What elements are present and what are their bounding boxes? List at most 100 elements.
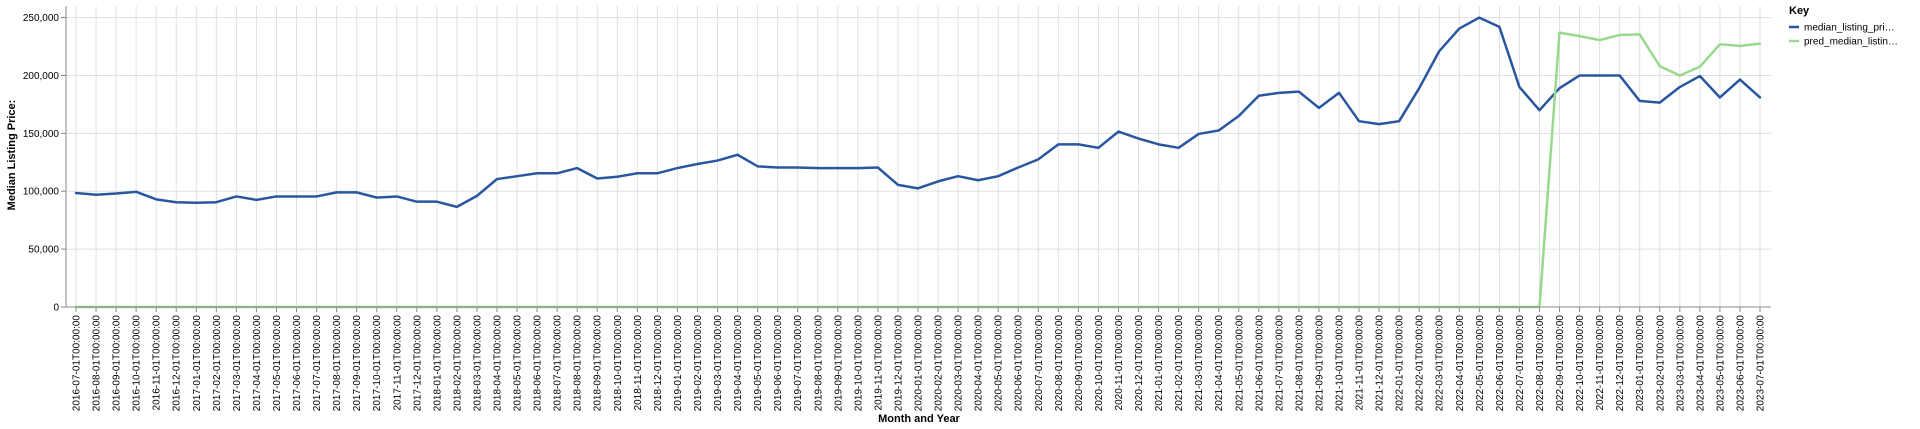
y-tick-label: 250,000 [23,13,60,24]
x-tick-label: 2018-06-01T00:00:00 [533,315,544,412]
x-tick-label: 2022-10-01T00:00:00 [1575,315,1586,412]
x-tick-label: 2022-07-01T00:00:00 [1515,315,1526,412]
x-tick-label: 2022-12-01T00:00:00 [1615,315,1626,412]
x-tick-label: 2022-03-01T00:00:00 [1435,315,1446,412]
y-tick-label: 200,000 [23,71,60,82]
x-tick-label: 2017-03-01T00:00:00 [232,315,243,412]
x-tick-label: 2019-07-01T00:00:00 [793,315,804,412]
x-tick-label: 2020-12-01T00:00:00 [1134,315,1145,412]
x-axis-title: Month and Year [878,413,960,425]
x-tick-label: 2018-05-01T00:00:00 [513,315,524,412]
y-axis-title: Median Listing Price: [6,100,18,211]
legend: Key median_listing_pri… pred_median_listi… [1789,5,1898,48]
x-tick-label: 2023-01-01T00:00:00 [1635,315,1646,412]
x-tick-label: 2023-07-01T00:00:00 [1756,315,1767,412]
x-tick-label: 2023-03-01T00:00:00 [1675,315,1686,412]
x-tick-label: 2021-05-01T00:00:00 [1234,315,1245,412]
y-tick-label: 50,000 [28,245,59,256]
x-tick-label: 2020-01-01T00:00:00 [914,315,925,412]
x-tick-label: 2020-07-01T00:00:00 [1034,315,1045,412]
y-tick-label: 150,000 [23,129,60,140]
x-tick-label: 2020-04-01T00:00:00 [974,315,985,412]
x-tick-label: 2018-09-01T00:00:00 [593,315,604,412]
x-tick-label: 2019-03-01T00:00:00 [713,315,724,412]
x-tick-label: 2019-10-01T00:00:00 [853,315,864,412]
x-tick-label: 2016-11-01T00:00:00 [152,315,163,411]
legend-items: median_listing_pri… pred_median_listin… [1789,23,1898,48]
x-tick-label: 2016-08-01T00:00:00 [92,315,103,412]
x-tick-label: 2019-01-01T00:00:00 [673,315,684,412]
x-tick-label: 2017-08-01T00:00:00 [332,315,343,412]
x-tick-label: 2023-06-01T00:00:00 [1735,315,1746,412]
x-tick-label: 2018-10-01T00:00:00 [613,315,624,412]
x-tick-label: 2017-10-01T00:00:00 [372,315,383,412]
x-tick-label: 2022-09-01T00:00:00 [1555,315,1566,412]
x-tick-label: 2018-12-01T00:00:00 [653,315,664,412]
x-tick-label: 2020-05-01T00:00:00 [994,315,1005,412]
x-tick-label: 2016-12-01T00:00:00 [172,315,183,412]
x-tick-label: 2017-07-01T00:00:00 [312,315,323,412]
legend-label: pred_median_listin… [1804,37,1898,48]
x-tick-label: 2021-07-01T00:00:00 [1274,315,1285,412]
x-tick-label: 2019-05-01T00:00:00 [753,315,764,412]
x-tick-label: 2018-02-01T00:00:00 [452,315,463,412]
y-axis-ticks: 0 50,000 100,000 150,000 200,000 250,000 [23,13,66,314]
x-tick-label: 2020-09-01T00:00:00 [1074,315,1085,412]
x-tick-label: 2016-07-01T00:00:00 [72,315,83,412]
x-tick-label: 2022-06-01T00:00:00 [1495,315,1506,412]
x-tick-label: 2021-09-01T00:00:00 [1314,315,1325,412]
x-tick-label: 2017-06-01T00:00:00 [292,315,303,412]
x-tick-label: 2017-02-01T00:00:00 [212,315,223,412]
x-tick-label: 2020-02-01T00:00:00 [934,315,945,412]
y-tick-label: 100,000 [23,187,60,198]
x-tick-label: 2018-08-01T00:00:00 [573,315,584,412]
axes [65,6,1771,308]
x-tick-label: 2020-10-01T00:00:00 [1094,315,1105,412]
x-axis-ticks: 2016-07-01T00:00:00 2016-08-01T00:00:00 20… [72,307,1767,411]
x-tick-label: 2022-04-01T00:00:00 [1455,315,1466,412]
x-tick-label: 2020-06-01T00:00:00 [1014,315,1025,412]
x-tick-label: 2018-03-01T00:00:00 [472,315,483,412]
x-tick-label: 2021-06-01T00:00:00 [1254,315,1265,412]
x-tick-label: 2018-07-01T00:00:00 [553,315,564,412]
x-tick-label: 2019-12-01T00:00:00 [893,315,904,412]
legend-title: Key [1789,5,1810,17]
x-tick-label: 2023-02-01T00:00:00 [1655,315,1666,412]
x-tick-label: 2023-05-01T00:00:00 [1715,315,1726,412]
x-tick-label: 2017-01-01T00:00:00 [192,315,203,412]
x-tick-label: 2021-11-01T00:00:00 [1355,315,1366,411]
x-tick-label: 2017-12-01T00:00:00 [412,315,423,412]
x-tick-label: 2019-09-01T00:00:00 [833,315,844,412]
gridlines [66,6,1771,308]
x-tick-label: 2022-11-01T00:00:00 [1595,315,1606,411]
x-tick-label: 2022-02-01T00:00:00 [1415,315,1426,412]
x-tick-label: 2016-09-01T00:00:00 [112,315,123,412]
x-tick-label: 2020-11-01T00:00:00 [1114,315,1125,411]
x-tick-label: 2017-05-01T00:00:00 [272,315,283,412]
x-tick-label: 2020-08-01T00:00:00 [1054,315,1065,412]
series-line-1 [74,16,1762,209]
x-tick-label: 2022-08-01T00:00:00 [1535,315,1546,412]
x-tick-label: 2022-05-01T00:00:00 [1475,315,1486,412]
x-tick-label: 2021-01-01T00:00:00 [1154,315,1165,412]
x-tick-label: 2019-11-01T00:00:00 [873,315,884,411]
y-tick-label: 0 [53,303,59,314]
x-tick-label: 2018-04-01T00:00:00 [493,315,504,412]
x-tick-label: 2016-10-01T00:00:00 [132,315,143,412]
legend-label: median_listing_pri… [1804,23,1895,34]
x-tick-label: 2021-02-01T00:00:00 [1174,315,1185,412]
x-tick-label: 2017-09-01T00:00:00 [352,315,363,412]
x-tick-label: 2018-11-01T00:00:00 [633,315,644,411]
x-tick-label: 2019-06-01T00:00:00 [773,315,784,412]
x-tick-label: 2017-04-01T00:00:00 [252,315,263,412]
x-tick-label: 2019-02-01T00:00:00 [693,315,704,412]
x-tick-label: 2022-01-01T00:00:00 [1395,315,1406,412]
x-tick-label: 2021-03-01T00:00:00 [1194,315,1205,412]
x-tick-label: 2019-04-01T00:00:00 [733,315,744,412]
x-tick-label: 2021-10-01T00:00:00 [1335,315,1346,412]
x-tick-label: 2019-08-01T00:00:00 [813,315,824,412]
x-tick-label: 2021-04-01T00:00:00 [1214,315,1225,412]
x-tick-label: 2021-12-01T00:00:00 [1375,315,1386,412]
x-tick-label: 2018-01-01T00:00:00 [432,315,443,412]
